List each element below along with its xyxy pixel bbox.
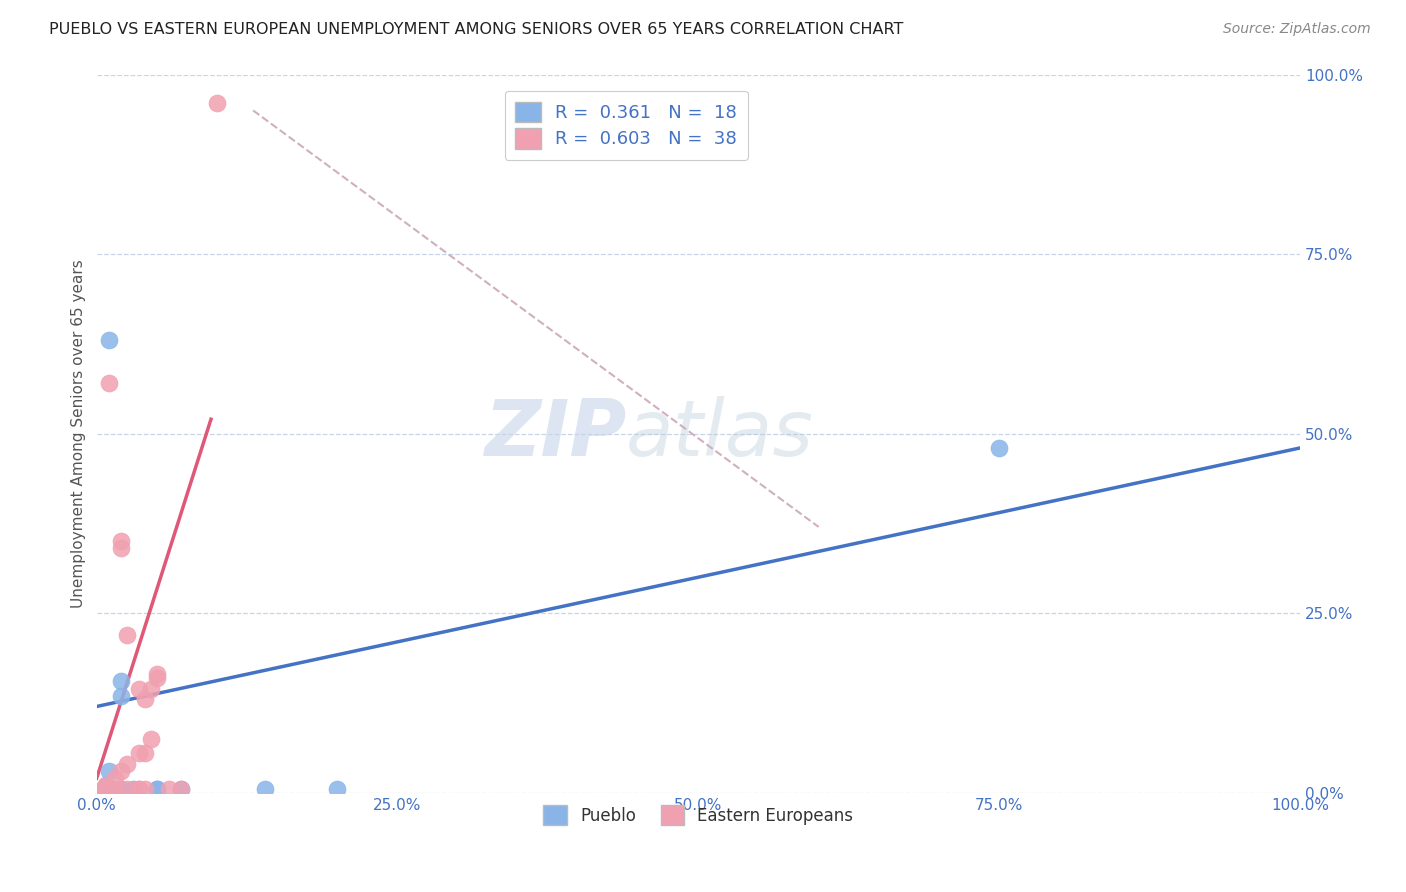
Point: [146, 782, 169, 797]
Point: [97, 782, 120, 797]
Point: [146, 782, 169, 797]
Point: [91, 782, 114, 797]
Point: [121, 782, 143, 797]
Point: [97, 764, 120, 778]
Point: [115, 782, 138, 797]
Point: [326, 782, 349, 797]
Point: [96, 782, 118, 797]
Point: [104, 782, 127, 797]
Text: ZIP: ZIP: [484, 395, 626, 472]
Point: [128, 782, 150, 797]
Point: [96, 782, 118, 797]
Point: [91, 782, 114, 797]
Point: [96, 782, 118, 797]
Point: [110, 541, 132, 556]
Point: [110, 674, 132, 689]
Point: [110, 689, 132, 703]
Point: [97, 782, 120, 797]
Point: [170, 782, 193, 797]
Point: [139, 731, 162, 746]
Point: [110, 764, 132, 778]
Point: [134, 692, 156, 706]
Legend: Pueblo, Eastern Europeans: Pueblo, Eastern Europeans: [533, 796, 863, 835]
Point: [96, 782, 118, 797]
Point: [97, 333, 120, 347]
Point: [110, 782, 132, 797]
Point: [988, 441, 1011, 455]
Point: [97, 376, 120, 391]
Point: [134, 782, 156, 797]
Point: [96, 782, 118, 797]
Text: atlas: atlas: [626, 395, 814, 472]
Y-axis label: Unemployment Among Seniors over 65 years: Unemployment Among Seniors over 65 years: [72, 260, 86, 608]
Point: [110, 534, 132, 549]
Point: [96, 782, 118, 797]
Point: [128, 681, 150, 696]
Point: [96, 782, 118, 797]
Point: [96, 782, 118, 797]
Point: [115, 628, 138, 642]
Point: [205, 96, 228, 111]
Point: [96, 782, 118, 797]
Point: [97, 782, 120, 797]
Point: [157, 782, 180, 797]
Point: [254, 782, 277, 797]
Text: PUEBLO VS EASTERN EUROPEAN UNEMPLOYMENT AMONG SENIORS OVER 65 YEARS CORRELATION : PUEBLO VS EASTERN EUROPEAN UNEMPLOYMENT …: [49, 22, 904, 37]
Point: [96, 779, 118, 793]
Point: [146, 671, 169, 685]
Point: [128, 782, 150, 797]
Point: [91, 782, 114, 797]
Point: [96, 779, 118, 793]
Point: [97, 782, 120, 797]
Text: Source: ZipAtlas.com: Source: ZipAtlas.com: [1223, 22, 1371, 37]
Point: [128, 746, 150, 760]
Point: [97, 782, 120, 797]
Point: [170, 782, 193, 797]
Point: [134, 746, 156, 760]
Point: [104, 772, 127, 786]
Point: [115, 756, 138, 771]
Point: [146, 667, 169, 681]
Point: [96, 782, 118, 797]
Point: [139, 681, 162, 696]
Point: [91, 782, 114, 797]
